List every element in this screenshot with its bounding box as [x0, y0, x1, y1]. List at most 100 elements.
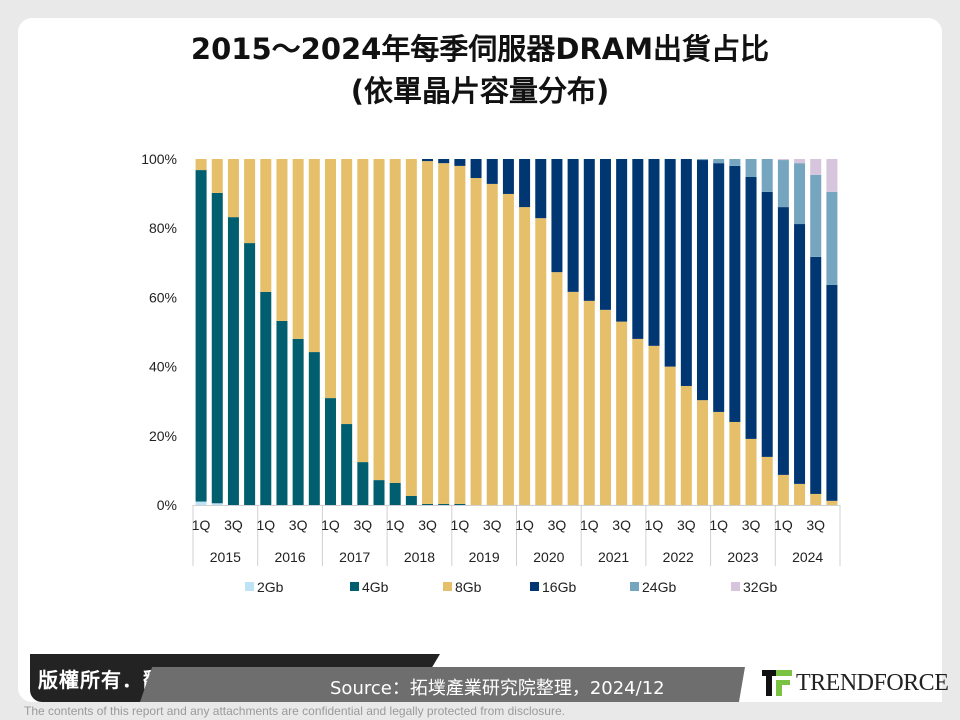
- title-line-1: 2015～2024年每季伺服器DRAM出貨占比: [190, 32, 770, 66]
- bar-segment-8Gb: [357, 159, 369, 463]
- bar-segment-4Gb: [227, 217, 239, 506]
- bar-segment-8Gb: [211, 159, 223, 193]
- bar-segment-8Gb: [664, 366, 676, 505]
- legend-label: 32Gb: [743, 579, 777, 595]
- bar-segment-16Gb: [470, 159, 482, 179]
- bar-segment-24Gb: [794, 163, 806, 225]
- bar-segment-8Gb: [244, 159, 256, 244]
- year-label: 2016: [274, 549, 305, 565]
- x-tick-label: 3Q: [353, 517, 372, 533]
- bar-segment-8Gb: [713, 411, 725, 505]
- source-band: Source：拓墣產業研究院整理，2024/12: [140, 667, 745, 702]
- stacked-bar-chart: 0% 20% 40% 60% 80% 100% 1Q 3Q 2015 1Q 3Q 2016 1Q 3Q 20…: [141, 151, 841, 595]
- y-tick-label: 60%: [149, 289, 177, 305]
- bar-segment-8Gb: [341, 159, 353, 425]
- x-tick-label: 3Q: [289, 517, 308, 533]
- bar-segment-8Gb: [227, 159, 239, 218]
- legend-label: 2Gb: [257, 579, 284, 595]
- chart-title: 2015～2024年每季伺服器DRAM出貨占比 (依單晶片容量分布): [0, 28, 960, 112]
- bar-segment-8Gb: [486, 183, 498, 506]
- bar-segment-4Gb: [389, 482, 401, 505]
- bar-segment-8Gb: [454, 165, 466, 504]
- bar-segment-8Gb: [761, 456, 773, 505]
- bar-segment-16Gb: [583, 159, 595, 301]
- bar-segment-8Gb: [276, 159, 288, 321]
- legend-label: 16Gb: [542, 579, 576, 595]
- bar-segment-4Gb: [357, 462, 369, 505]
- bar-segment-16Gb: [438, 159, 450, 164]
- bar-segment-16Gb: [632, 159, 644, 339]
- y-tick-label: 100%: [141, 151, 177, 167]
- bar-segment-8Gb: [632, 338, 644, 505]
- x-tick-label: 1Q: [580, 517, 599, 533]
- year-label: 2021: [598, 549, 629, 565]
- bar-segment-16Gb: [713, 163, 725, 412]
- bar-segment-4Gb: [422, 503, 434, 505]
- bar-segment-16Gb: [745, 176, 757, 439]
- bar-segment-4Gb: [454, 503, 466, 505]
- year-label: 2022: [663, 549, 694, 565]
- bar-segment-32Gb: [810, 159, 822, 175]
- bar-segment-2Gb: [195, 501, 207, 505]
- bar-segment-8Gb: [551, 272, 563, 505]
- bar-segment-32Gb: [777, 159, 789, 161]
- bar-segment-16Gb: [567, 159, 579, 292]
- bar-segment-8Gb: [729, 421, 741, 505]
- bar-segment-8Gb: [777, 474, 789, 505]
- legend-swatch-2Gb: [245, 582, 254, 591]
- bar-segment-16Gb: [486, 159, 498, 184]
- x-tick-label: 1Q: [515, 517, 534, 533]
- bar-segment-32Gb: [826, 159, 838, 192]
- bar-segment-16Gb: [535, 159, 547, 219]
- x-tick-label: 3Q: [224, 517, 243, 533]
- year-label: 2015: [210, 549, 241, 565]
- bar-segment-32Gb: [794, 159, 806, 164]
- x-tick-label: 1Q: [321, 517, 340, 533]
- bar-segment-4Gb: [341, 424, 353, 505]
- bar-segment-16Gb: [729, 165, 741, 422]
- bar-segment-8Gb: [195, 159, 207, 171]
- bar-segment-8Gb: [810, 493, 822, 505]
- legend-label: 24Gb: [642, 579, 676, 595]
- bar-segment-4Gb: [373, 480, 385, 505]
- bar-segment-8Gb: [599, 309, 611, 505]
- bar-segment-16Gb: [599, 159, 611, 310]
- bar-segment-24Gb: [810, 174, 822, 257]
- legend-swatch-4Gb: [350, 582, 359, 591]
- bar-segment-4Gb: [260, 291, 272, 505]
- bar-segment-8Gb: [745, 438, 757, 505]
- year-label: 2019: [469, 549, 500, 565]
- bar-segment-8Gb: [519, 207, 531, 505]
- legend-swatch-8Gb: [443, 582, 452, 591]
- x-tick-label: 3Q: [677, 517, 696, 533]
- x-tick-label: 3Q: [483, 517, 502, 533]
- bar-segment-8Gb: [616, 321, 628, 505]
- x-tick-label: 3Q: [612, 517, 631, 533]
- bar-segment-4Gb: [244, 243, 256, 505]
- bar-segment-8Gb: [502, 193, 514, 506]
- legend-label: 4Gb: [362, 579, 389, 595]
- bar-segment-16Gb: [761, 191, 773, 457]
- x-tick-label: 1Q: [192, 517, 211, 533]
- x-tick-label: 1Q: [386, 517, 405, 533]
- bar-segment-16Gb: [680, 159, 692, 386]
- legend-swatch-16Gb: [530, 582, 539, 591]
- x-tick-label: 3Q: [548, 517, 567, 533]
- bar-segment-4Gb: [438, 503, 450, 505]
- bar-segment-8Gb: [324, 159, 336, 399]
- legend-swatch-32Gb: [731, 582, 740, 591]
- bar-segment-4Gb: [276, 320, 288, 505]
- bar-segment-16Gb: [422, 159, 434, 162]
- x-tick-label: 3Q: [742, 517, 761, 533]
- bar-segment-8Gb: [826, 500, 838, 505]
- year-label: 2017: [339, 549, 370, 565]
- bar-segment-24Gb: [826, 191, 838, 285]
- bar-segment-4Gb: [308, 352, 320, 505]
- x-tick-label: 3Q: [806, 517, 825, 533]
- bar-segment-8Gb: [470, 178, 482, 505]
- y-tick-label: 80%: [149, 220, 177, 236]
- bar-segment-16Gb: [519, 159, 531, 208]
- legend-swatch-24Gb: [630, 582, 639, 591]
- bar-segment-16Gb: [616, 159, 628, 322]
- bar-segment-16Gb: [648, 159, 660, 346]
